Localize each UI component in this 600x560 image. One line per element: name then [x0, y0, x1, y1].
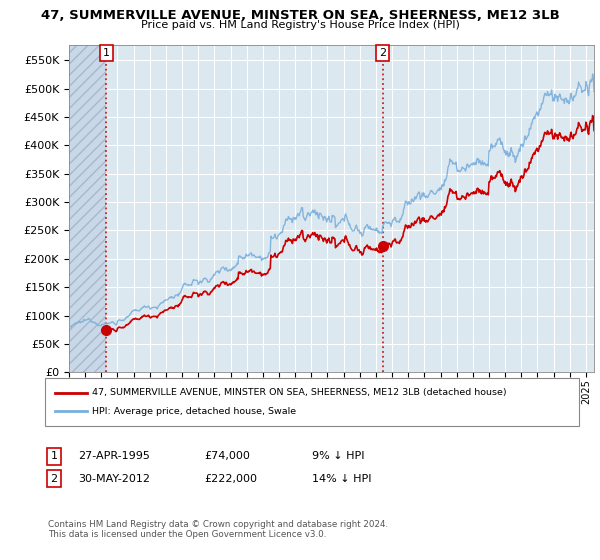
Text: 1: 1 — [103, 48, 110, 58]
Text: 27-APR-1995: 27-APR-1995 — [78, 451, 150, 461]
Text: £222,000: £222,000 — [204, 474, 257, 484]
Text: 14% ↓ HPI: 14% ↓ HPI — [312, 474, 371, 484]
Text: 47, SUMMERVILLE AVENUE, MINSTER ON SEA, SHEERNESS, ME12 3LB: 47, SUMMERVILLE AVENUE, MINSTER ON SEA, … — [41, 9, 559, 22]
Text: 1: 1 — [50, 451, 58, 461]
Text: Price paid vs. HM Land Registry's House Price Index (HPI): Price paid vs. HM Land Registry's House … — [140, 20, 460, 30]
Text: 2: 2 — [50, 474, 58, 484]
Text: 2: 2 — [379, 48, 386, 58]
Text: £74,000: £74,000 — [204, 451, 250, 461]
Text: 47, SUMMERVILLE AVENUE, MINSTER ON SEA, SHEERNESS, ME12 3LB (detached house): 47, SUMMERVILLE AVENUE, MINSTER ON SEA, … — [92, 388, 506, 397]
Text: HPI: Average price, detached house, Swale: HPI: Average price, detached house, Swal… — [92, 407, 296, 416]
Text: 30-MAY-2012: 30-MAY-2012 — [78, 474, 150, 484]
Text: Contains HM Land Registry data © Crown copyright and database right 2024.
This d: Contains HM Land Registry data © Crown c… — [48, 520, 388, 539]
Text: 9% ↓ HPI: 9% ↓ HPI — [312, 451, 365, 461]
